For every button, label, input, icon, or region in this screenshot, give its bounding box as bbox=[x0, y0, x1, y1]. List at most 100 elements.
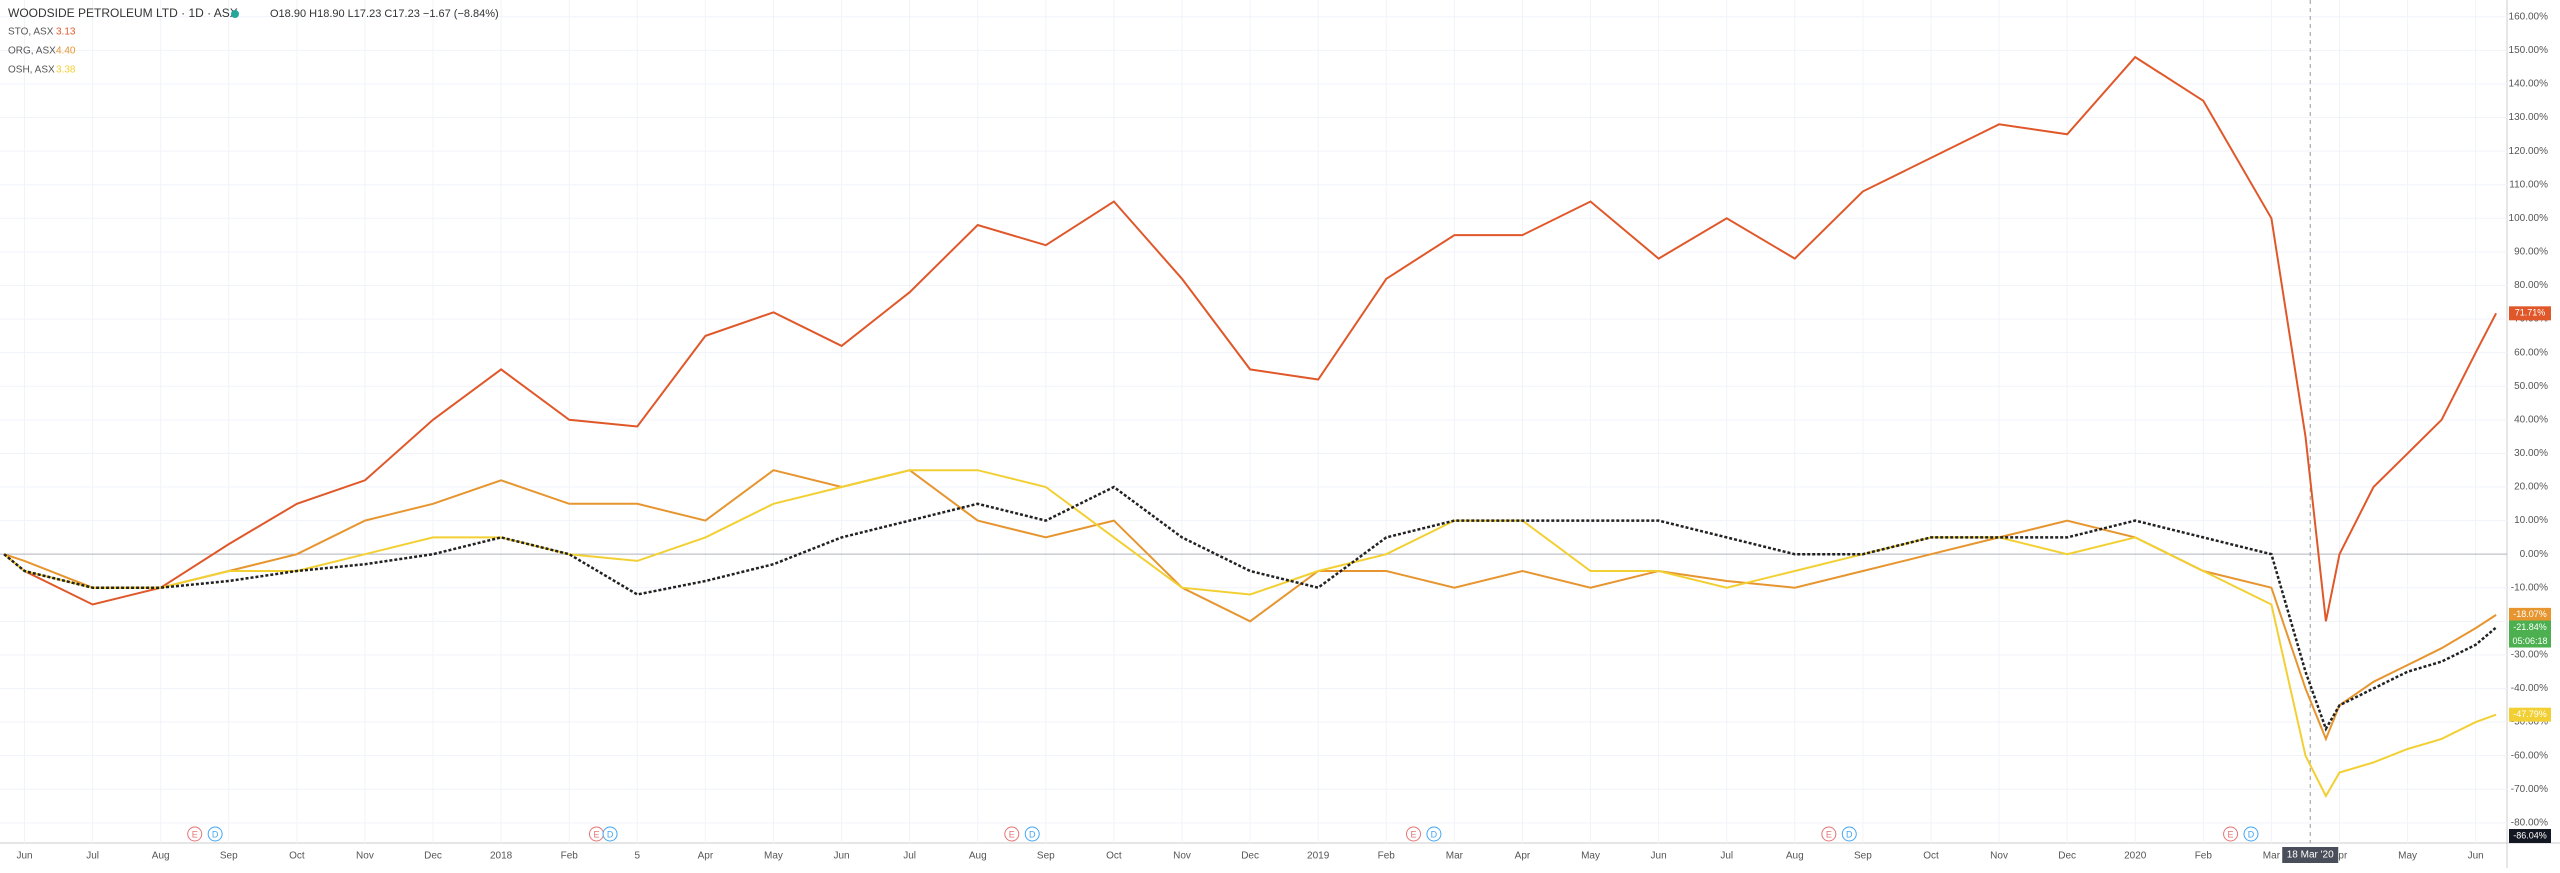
x-tick-label: Apr bbox=[1515, 851, 1531, 862]
event-marker bbox=[2223, 826, 2239, 842]
event-label: D bbox=[2248, 829, 2255, 839]
x-tick-label: Feb bbox=[2195, 851, 2213, 862]
x-tick-label: Nov bbox=[1173, 851, 1191, 862]
y-tick-label: 90.00% bbox=[2514, 247, 2548, 258]
x-tick-label: Feb bbox=[561, 851, 579, 862]
event-label: D bbox=[1431, 829, 1438, 839]
y-tick-label: 100.00% bbox=[2509, 213, 2549, 224]
event-label: E bbox=[1826, 829, 1832, 839]
x-tick-label: Jul bbox=[1720, 851, 1733, 862]
x-tick-label: Jul bbox=[86, 851, 99, 862]
x-tick-label: Aug bbox=[152, 851, 170, 862]
event-marker bbox=[1004, 826, 1020, 842]
y-tick-label: 160.00% bbox=[2509, 11, 2549, 22]
price-tag bbox=[2509, 620, 2551, 635]
event-label: D bbox=[212, 829, 219, 839]
y-tick-label: -70.00% bbox=[2511, 784, 2548, 795]
event-label: D bbox=[1846, 829, 1853, 839]
y-tick-label: -60.00% bbox=[2511, 750, 2548, 761]
crosshair-label: 18 Mar '20 bbox=[2287, 850, 2334, 861]
x-tick-label: 2020 bbox=[2124, 851, 2147, 862]
y-tick-label: -50.00% bbox=[2511, 717, 2548, 728]
countdown-tag bbox=[2509, 634, 2551, 648]
status-dot bbox=[231, 10, 239, 18]
price-axis-bg bbox=[2507, 0, 2560, 868]
y-tick-label: 0.00% bbox=[2520, 549, 2548, 560]
event-marker bbox=[1024, 826, 1040, 842]
x-tick-label: Oct bbox=[1923, 851, 1939, 862]
x-tick-label: Jul bbox=[903, 851, 916, 862]
x-tick-label: May bbox=[1581, 851, 1600, 862]
y-tick-label: -40.00% bbox=[2511, 683, 2548, 694]
crosshair-tag bbox=[2282, 847, 2339, 863]
bottom-tag-label: -86.04% bbox=[2513, 830, 2547, 840]
event-marker bbox=[1821, 826, 1837, 842]
x-tick-label: May bbox=[2398, 851, 2417, 862]
y-tick-label: 110.00% bbox=[2509, 179, 2548, 190]
price-tag-label: 71.71% bbox=[2515, 308, 2546, 318]
x-tick-label: Apr bbox=[2332, 851, 2348, 862]
x-tick-label: Aug bbox=[969, 851, 987, 862]
event-label: D bbox=[1029, 829, 1036, 839]
y-tick-label: 60.00% bbox=[2514, 347, 2548, 358]
y-tick-label: 50.00% bbox=[2514, 381, 2548, 392]
event-marker bbox=[1426, 826, 1442, 842]
y-tick-label: -80.00% bbox=[2511, 817, 2548, 828]
legend-price: 3.13 bbox=[56, 27, 76, 38]
series-line bbox=[3, 469, 2497, 799]
y-tick-label: 120.00% bbox=[2509, 146, 2549, 157]
x-tick-label: Jun bbox=[1651, 851, 1667, 862]
price-tag bbox=[2509, 707, 2551, 722]
x-tick-label: Jun bbox=[834, 851, 850, 862]
event-label: E bbox=[192, 829, 198, 839]
x-tick-label: Nov bbox=[1990, 851, 2008, 862]
x-tick-label: Dec bbox=[424, 851, 442, 862]
x-tick-label: Sep bbox=[1854, 851, 1872, 862]
event-label: D bbox=[607, 829, 614, 839]
chart-title: WOODSIDE PETROLEUM LTD · 1D · ASX bbox=[8, 6, 238, 20]
x-tick-label: Jun bbox=[2468, 851, 2484, 862]
x-tick-label: Aug bbox=[1786, 851, 1804, 862]
legend-name: STO, ASX bbox=[8, 27, 54, 38]
y-tick-label: -10.00% bbox=[2511, 582, 2548, 593]
x-tick-label: Dec bbox=[1241, 851, 1259, 862]
y-tick-label: 40.00% bbox=[2514, 414, 2548, 425]
y-tick-label: 150.00% bbox=[2509, 45, 2549, 56]
event-marker bbox=[1841, 826, 1857, 842]
x-tick-label: Feb bbox=[1378, 851, 1396, 862]
x-tick-label: Sep bbox=[1037, 851, 1055, 862]
x-tick-label: 2018 bbox=[490, 851, 513, 862]
countdown-label: 05:06:18 bbox=[2512, 636, 2547, 646]
y-tick-label: 10.00% bbox=[2514, 515, 2548, 526]
x-tick-label: 2019 bbox=[1307, 851, 1330, 862]
event-marker bbox=[187, 826, 203, 842]
x-tick-label: Mar bbox=[2263, 851, 2281, 862]
x-tick-label: Oct bbox=[1106, 851, 1122, 862]
bottom-tag bbox=[2509, 829, 2551, 843]
x-tick-label: Jun bbox=[16, 851, 32, 862]
legend-name: OSH, ASX bbox=[8, 65, 55, 76]
price-tag-label: -18.07% bbox=[2513, 609, 2547, 619]
series-line bbox=[3, 485, 2497, 732]
x-tick-label: Mar bbox=[1446, 851, 1464, 862]
event-marker bbox=[2243, 826, 2259, 842]
y-tick-label: 20.00% bbox=[2514, 482, 2548, 493]
y-tick-label: 30.00% bbox=[2514, 448, 2548, 459]
series-line bbox=[3, 469, 2497, 742]
x-tick-label: Dec bbox=[2058, 851, 2076, 862]
x-tick-label: Sep bbox=[220, 851, 238, 862]
ohlc: O18.90 H18.90 L17.23 C17.23 −1.67 (−8.84… bbox=[270, 8, 499, 20]
price-tag-label: -21.84% bbox=[2513, 622, 2547, 632]
price-tag bbox=[2509, 607, 2551, 622]
event-marker bbox=[207, 826, 223, 842]
x-tick-label: Nov bbox=[356, 851, 374, 862]
y-tick-label: 80.00% bbox=[2514, 280, 2548, 291]
event-label: E bbox=[2228, 829, 2234, 839]
y-tick-label: 140.00% bbox=[2509, 79, 2549, 90]
y-tick-label: -30.00% bbox=[2511, 650, 2548, 661]
series-line bbox=[3, 55, 2497, 622]
x-tick-label: 5 bbox=[635, 851, 641, 862]
x-tick-label: Apr bbox=[698, 851, 714, 862]
price-tag-label: -47.79% bbox=[2513, 709, 2547, 719]
